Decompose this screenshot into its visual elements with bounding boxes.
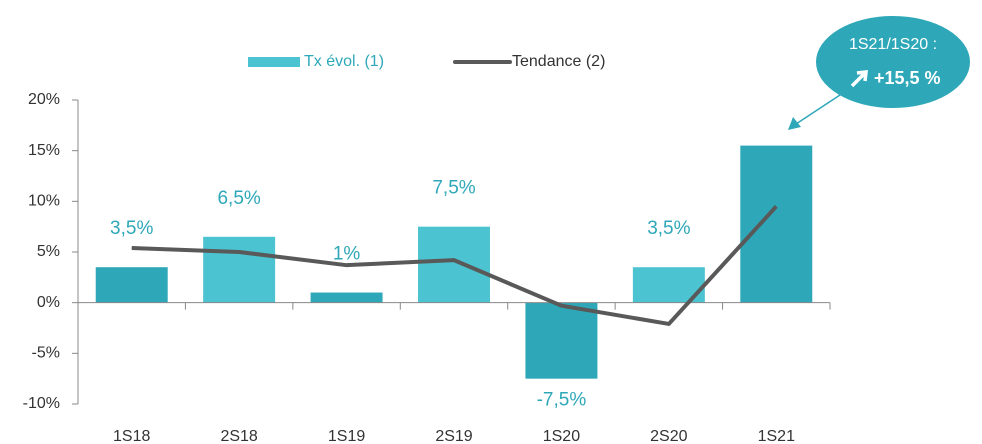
annotation-arrow	[795, 94, 841, 125]
bar	[203, 236, 276, 303]
x-tick-label: 2S18	[220, 428, 257, 444]
x-tick-label: 1S21	[758, 428, 795, 444]
y-tick-label: 0%	[37, 294, 60, 311]
y-tick-label: 15%	[28, 142, 60, 159]
legend-label: Tx évol. (1)	[304, 53, 384, 70]
bar	[740, 145, 813, 303]
value-label: 3,5%	[647, 218, 690, 239]
y-tick-label: 10%	[28, 193, 60, 210]
x-tick-label: 2S19	[435, 428, 472, 444]
y-tick-label: -5%	[32, 345, 60, 362]
y-tick-label: -10%	[23, 395, 60, 412]
bar	[310, 292, 383, 303]
x-tick-label: 1S20	[543, 428, 580, 444]
legend-swatch	[248, 57, 300, 67]
value-label: 3,5%	[110, 218, 153, 239]
x-tick-label: 1S18	[113, 428, 150, 444]
annotation-title: 1S21/1S20 :	[849, 36, 937, 53]
value-label: -7,5%	[537, 390, 587, 411]
trend-line	[131, 205, 778, 326]
bar	[525, 302, 598, 379]
annotation-bubble	[816, 16, 970, 108]
annotation-text: +15,5 %	[874, 68, 941, 88]
legend-label: Tendance (2)	[512, 53, 605, 70]
value-label: 7,5%	[432, 178, 475, 199]
bar	[418, 226, 490, 303]
bar	[95, 267, 168, 303]
value-label: 6,5%	[217, 188, 260, 209]
annotation-arrowhead	[788, 117, 801, 130]
annotation-icon	[850, 70, 868, 88]
y-tick-label: 20%	[28, 91, 60, 108]
x-tick-label: 2S20	[650, 428, 687, 444]
value-label: 1%	[333, 244, 361, 265]
x-tick-label: 1S19	[328, 428, 365, 444]
y-tick-label: 5%	[37, 243, 60, 260]
